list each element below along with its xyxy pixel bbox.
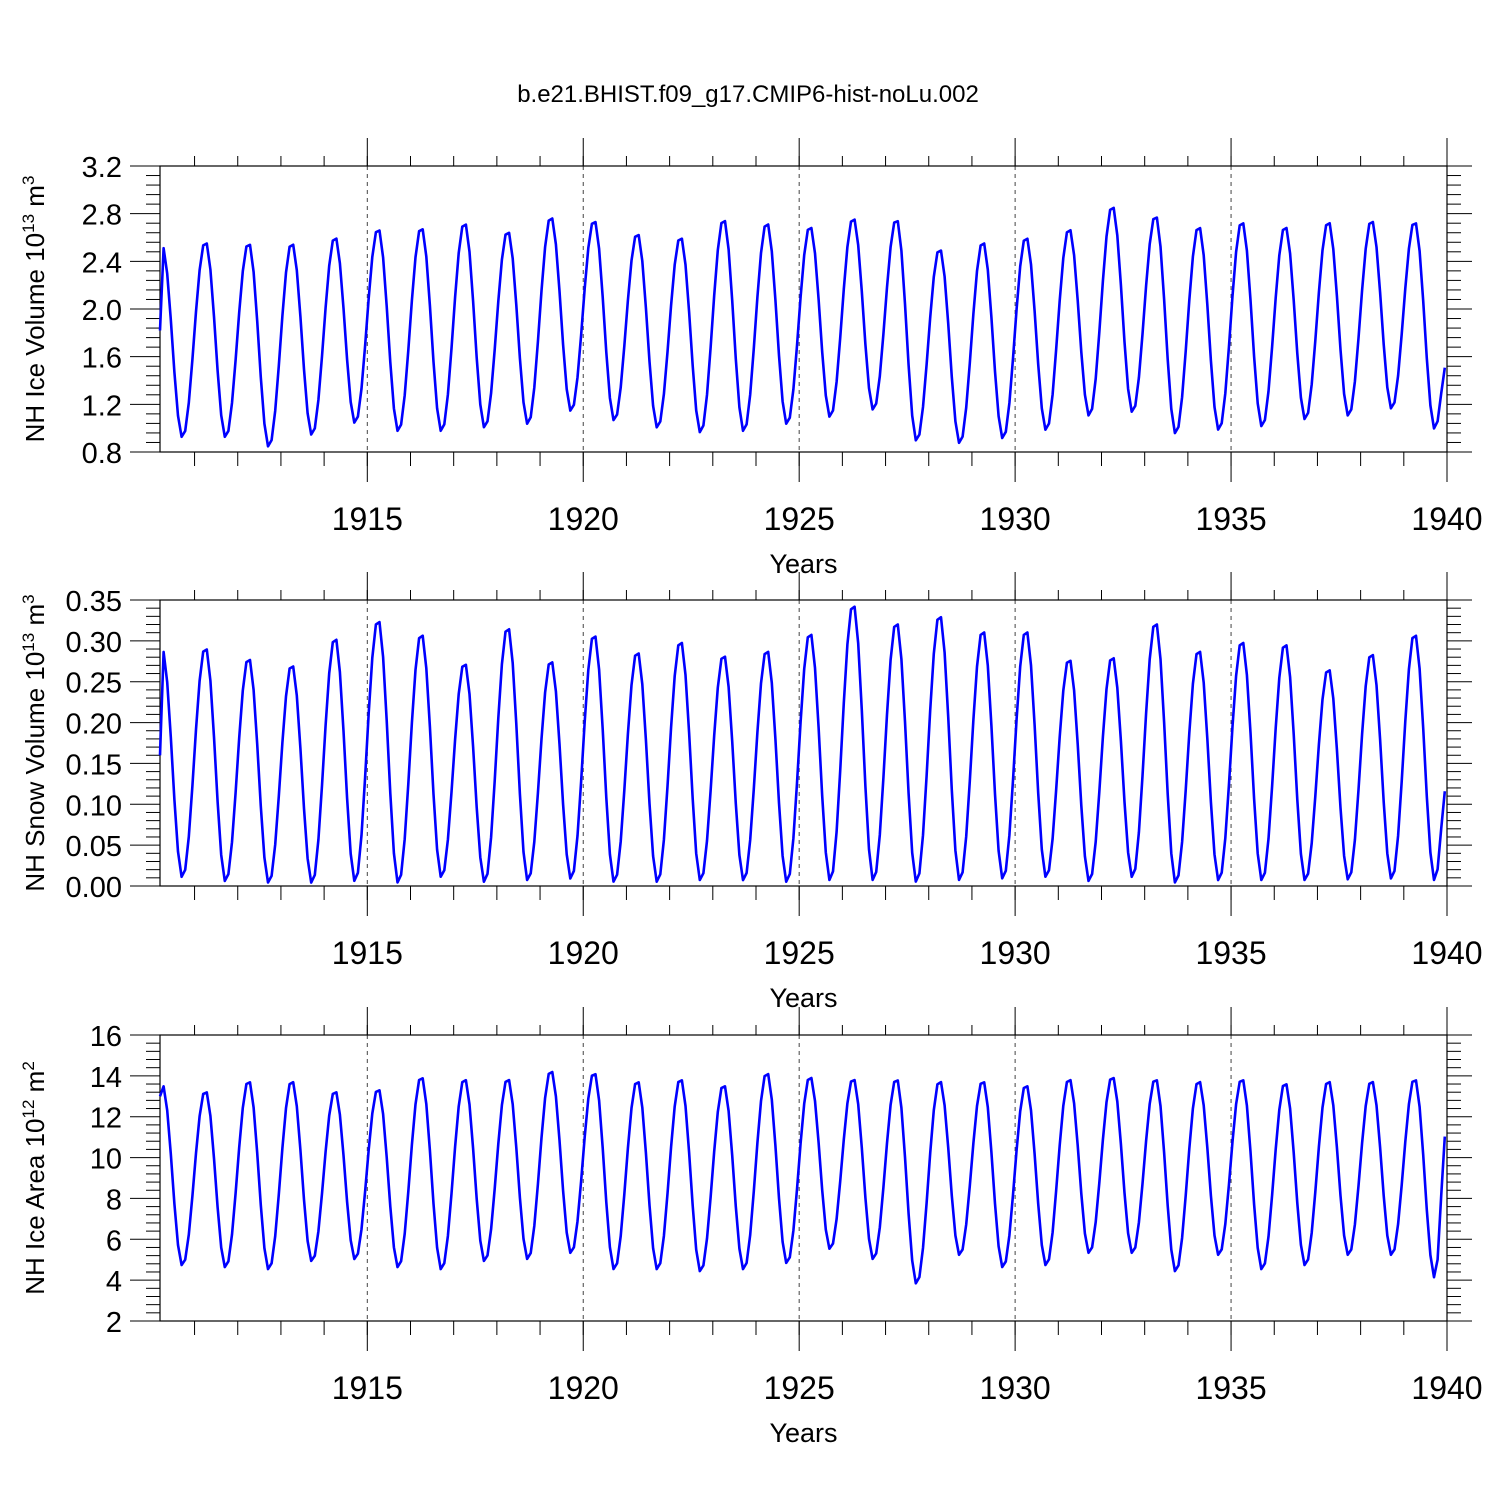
y-tick-label: 1.2 bbox=[82, 390, 122, 422]
y-tick-label: 2 bbox=[106, 1307, 122, 1339]
y-axis-label-unit-exponent: 3 bbox=[19, 594, 38, 603]
panel-3: 2 4 6 8 10 12 14 16 1915 1920 1925 1930 1935 1940 Year… bbox=[19, 1007, 1483, 1448]
x-tick-label: 1920 bbox=[548, 1370, 619, 1406]
panel-2: 0.00 0.05 0.10 0.15 0.20 0.25 0.30 0.35 1915 1920… bbox=[19, 572, 1483, 1013]
y-tick-label: 8 bbox=[106, 1184, 122, 1216]
x-tick-label: 1925 bbox=[764, 1370, 835, 1406]
y-axis-label: NH Ice Volume 1013 m3 bbox=[19, 176, 50, 443]
series-line bbox=[158, 1070, 1447, 1285]
y-tick-label: 0.15 bbox=[66, 749, 122, 781]
y-tick-label: 1.6 bbox=[82, 343, 122, 375]
x-tick-label: 1930 bbox=[980, 1370, 1051, 1406]
x-axis-label: Years bbox=[769, 983, 837, 1013]
panel-1: 0.8 1.2 1.6 2.0 2.4 2.8 3.2 1915 1920 1925 1930 193… bbox=[19, 138, 1483, 579]
y-axis-label-unit: m bbox=[20, 1071, 50, 1100]
x-tick-label: 1915 bbox=[332, 501, 403, 537]
y-axis-label-exponent: 13 bbox=[19, 633, 38, 652]
y-tick-label: 0.8 bbox=[82, 438, 122, 470]
y-axis-label-unit: m bbox=[20, 185, 50, 214]
y-axis-label-exponent: 13 bbox=[19, 214, 38, 233]
x-tick-label: 1930 bbox=[980, 501, 1051, 537]
y-axis-label: NH Snow Volume 1013 m3 bbox=[19, 594, 50, 891]
y-axis-label-text: NH Snow Volume 10 bbox=[20, 652, 50, 892]
x-tick-label: 1935 bbox=[1195, 1370, 1266, 1406]
x-tick-label: 1920 bbox=[548, 935, 619, 971]
x-tick-label: 1925 bbox=[764, 501, 835, 537]
y-tick-label: 0.35 bbox=[66, 586, 122, 618]
x-tick-label: 1920 bbox=[548, 501, 619, 537]
y-tick-label: 0.20 bbox=[66, 709, 122, 741]
x-tick-label: 1935 bbox=[1195, 501, 1266, 537]
y-axis-label-text: NH Ice Area 10 bbox=[20, 1118, 50, 1294]
x-tick-label: 1935 bbox=[1195, 935, 1266, 971]
y-tick-label: 2.0 bbox=[82, 295, 122, 327]
y-tick-label: 10 bbox=[90, 1144, 122, 1176]
y-tick-label: 0.30 bbox=[66, 627, 122, 659]
x-axis-label: Years bbox=[769, 1418, 837, 1448]
y-axis-label-exponent: 12 bbox=[19, 1100, 38, 1119]
y-tick-label: 0.25 bbox=[66, 668, 122, 700]
plot-frame bbox=[159, 1034, 1448, 1322]
y-tick-label: 3.2 bbox=[82, 152, 122, 184]
y-tick-label: 4 bbox=[106, 1266, 122, 1298]
series-line bbox=[158, 605, 1447, 884]
x-tick-label: 1940 bbox=[1411, 1370, 1482, 1406]
x-tick-label: 1915 bbox=[332, 1370, 403, 1406]
x-axis-label: Years bbox=[769, 549, 837, 579]
y-tick-label: 2.8 bbox=[82, 200, 122, 232]
y-axis-label-text: NH Ice Volume 10 bbox=[20, 233, 50, 443]
x-tick-label: 1925 bbox=[764, 935, 835, 971]
y-tick-label: 12 bbox=[90, 1103, 122, 1135]
y-axis-label-unit-exponent: 3 bbox=[19, 176, 38, 185]
y-tick-label: 0.05 bbox=[66, 831, 122, 863]
y-tick-label: 2.4 bbox=[82, 247, 122, 279]
y-tick-label: 14 bbox=[90, 1062, 122, 1094]
y-tick-label: 0.10 bbox=[66, 790, 122, 822]
y-axis-label-unit-exponent: 2 bbox=[19, 1061, 38, 1070]
y-tick-label: 6 bbox=[106, 1225, 122, 1257]
x-tick-label: 1930 bbox=[980, 935, 1051, 971]
y-axis-label: NH Ice Area 1012 m2 bbox=[19, 1061, 50, 1295]
y-tick-label: 16 bbox=[90, 1021, 122, 1053]
series-line bbox=[158, 206, 1447, 448]
x-tick-label: 1940 bbox=[1411, 501, 1482, 537]
x-tick-label: 1940 bbox=[1411, 935, 1482, 971]
chart-title: b.e21.BHIST.f09_g17.CMIP6-hist-noLu.002 bbox=[517, 81, 979, 108]
x-tick-label: 1915 bbox=[332, 935, 403, 971]
plot-frame bbox=[159, 599, 1448, 887]
y-axis-label-unit: m bbox=[20, 604, 50, 633]
y-tick-label: 0.00 bbox=[66, 872, 122, 904]
